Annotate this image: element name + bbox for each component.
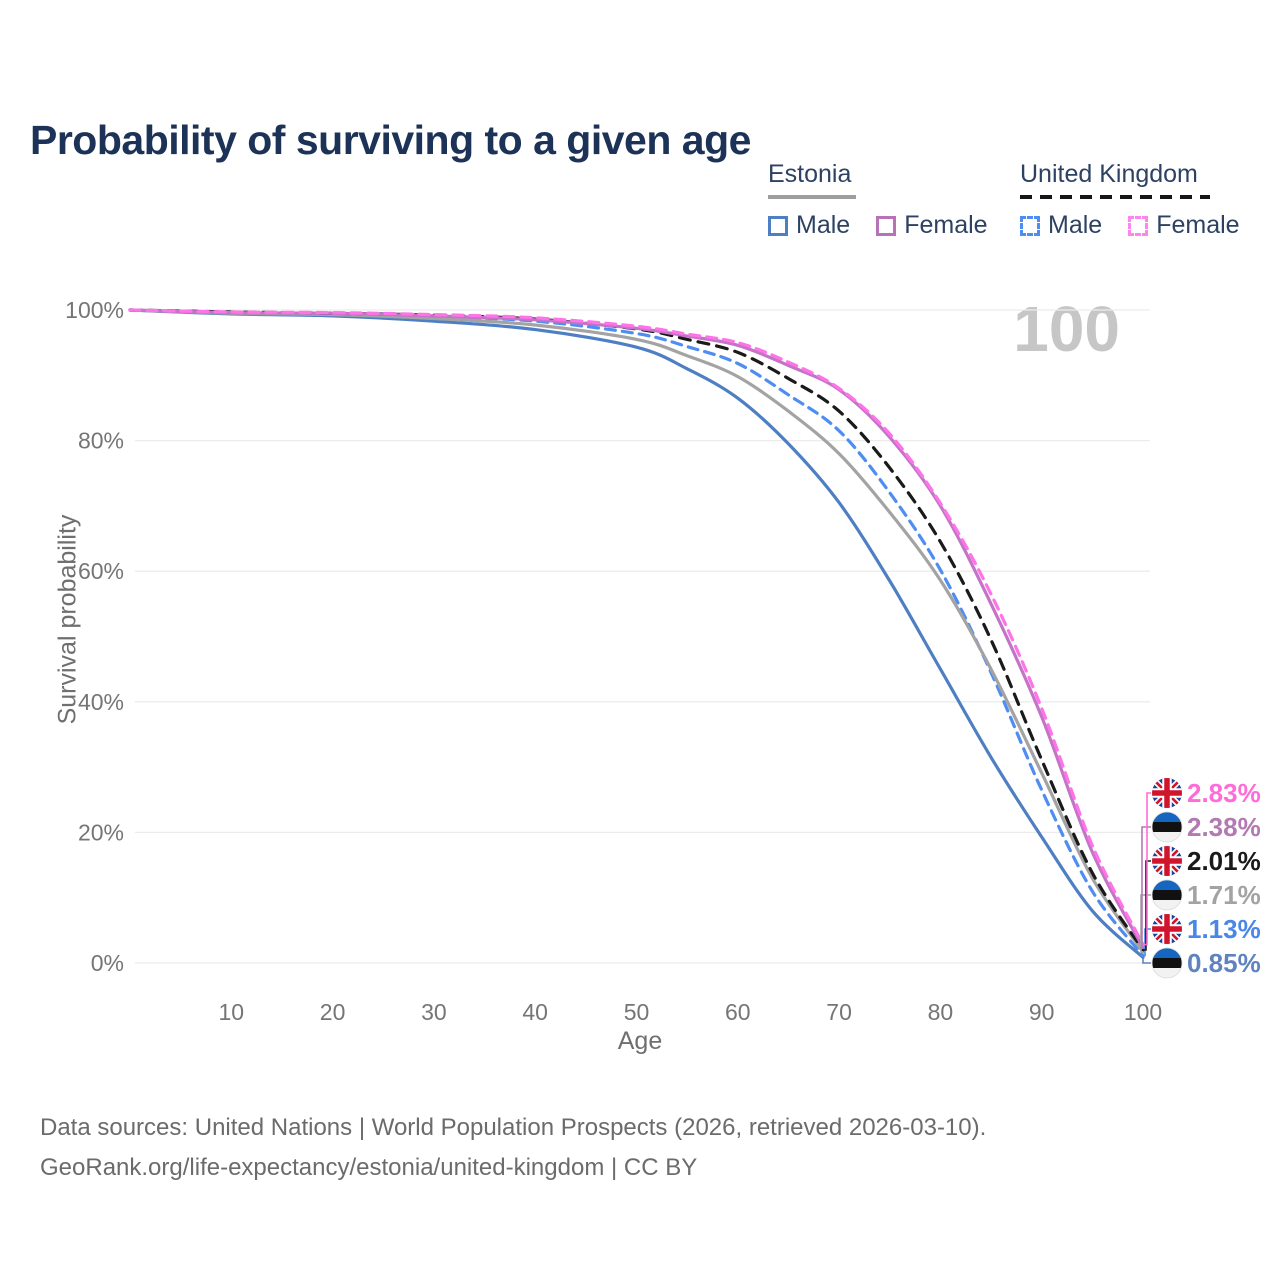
flag-ring	[1151, 947, 1183, 979]
y-tick-label: 20%	[78, 819, 124, 845]
x-tick-label: 50	[624, 999, 650, 1025]
end-label-connector	[1143, 928, 1151, 957]
estonia-flag-icon	[1152, 812, 1182, 842]
end-value-label: 2.01%	[1187, 846, 1261, 876]
estonia-female-swatch	[876, 215, 897, 236]
legend-group-estonia: Estonia Male Female	[768, 160, 988, 240]
end-label-connector	[1143, 792, 1151, 946]
estonia-flag-icon	[1152, 948, 1182, 978]
legend-item-label: Female	[904, 211, 988, 239]
end-value-label: 0.85%	[1187, 948, 1261, 978]
legend-item-uk-female[interactable]: Female	[1128, 211, 1240, 240]
uk-flag-icon	[1152, 914, 1182, 944]
flag-ring	[1151, 879, 1183, 911]
x-tick-label: 80	[928, 999, 954, 1025]
curve-estonia-male	[128, 308, 1145, 959]
curve-estonia-female	[128, 308, 1145, 950]
uk-flag-icon	[1152, 846, 1182, 876]
end-value-label: 1.71%	[1187, 880, 1261, 910]
legend-item-estonia-male[interactable]: Male	[768, 211, 850, 240]
estonia-line-style-swatch	[768, 195, 856, 199]
legend-group-title[interactable]: United Kingdom	[1020, 160, 1198, 188]
end-label-connector	[1142, 957, 1151, 964]
x-tick-label: 30	[421, 999, 447, 1025]
curve-estonia-total	[128, 308, 1145, 954]
legend-item-uk-male[interactable]: Male	[1020, 211, 1102, 240]
x-tick-label: 70	[826, 999, 852, 1025]
curve-united-kingdom-male	[128, 308, 1145, 958]
y-tick-label: 80%	[78, 428, 124, 454]
page-title: Probability of surviving to a given age	[30, 117, 751, 164]
footer-line-sources: Data sources: United Nations | World Pop…	[40, 1114, 987, 1141]
legend-item-label: Female	[1156, 211, 1240, 239]
data-sources-note: Data sources: United Nations | World Pop…	[40, 1108, 986, 1188]
end-value-label: 2.83%	[1187, 778, 1261, 808]
legend-group-title[interactable]: Estonia	[768, 160, 852, 188]
footer-line-url: GeoRank.org/life-expectancy/estonia/unit…	[40, 1154, 698, 1181]
y-tick-label: 0%	[91, 950, 124, 976]
uk-female-swatch	[1128, 215, 1149, 236]
age-counter-watermark: 100	[1013, 293, 1120, 365]
x-tick-label: 10	[219, 999, 245, 1025]
y-tick-label: 100%	[65, 297, 124, 323]
x-tick-label: 90	[1029, 999, 1055, 1025]
flag-ring	[1151, 811, 1183, 843]
x-axis-title: Age	[617, 1027, 663, 1055]
y-tick-label: 40%	[78, 689, 124, 715]
x-tick-label: 100	[1124, 999, 1162, 1025]
curve-united-kingdom-female	[128, 308, 1145, 947]
estonia-flag-icon	[1152, 880, 1182, 910]
end-value-label: 2.38%	[1187, 812, 1261, 842]
end-label-connector	[1143, 860, 1151, 951]
curve-united-kingdom-total	[128, 308, 1145, 952]
x-tick-label: 20	[320, 999, 346, 1025]
legend-item-label: Male	[1048, 211, 1103, 239]
legend-group-united-kingdom: United Kingdom Male Female	[1020, 160, 1240, 240]
uk-male-swatch	[1020, 215, 1040, 236]
y-tick-label: 60%	[78, 558, 124, 584]
x-tick-label: 60	[725, 999, 751, 1025]
uk-flag-icon	[1152, 778, 1182, 808]
legend-item-label: Male	[796, 211, 851, 239]
legend-item-estonia-female[interactable]: Female	[876, 211, 988, 240]
x-tick-label: 40	[522, 999, 548, 1025]
end-value-label: 1.13%	[1187, 914, 1261, 944]
estonia-male-swatch	[768, 215, 788, 236]
uk-line-style-swatch	[1020, 195, 1210, 199]
